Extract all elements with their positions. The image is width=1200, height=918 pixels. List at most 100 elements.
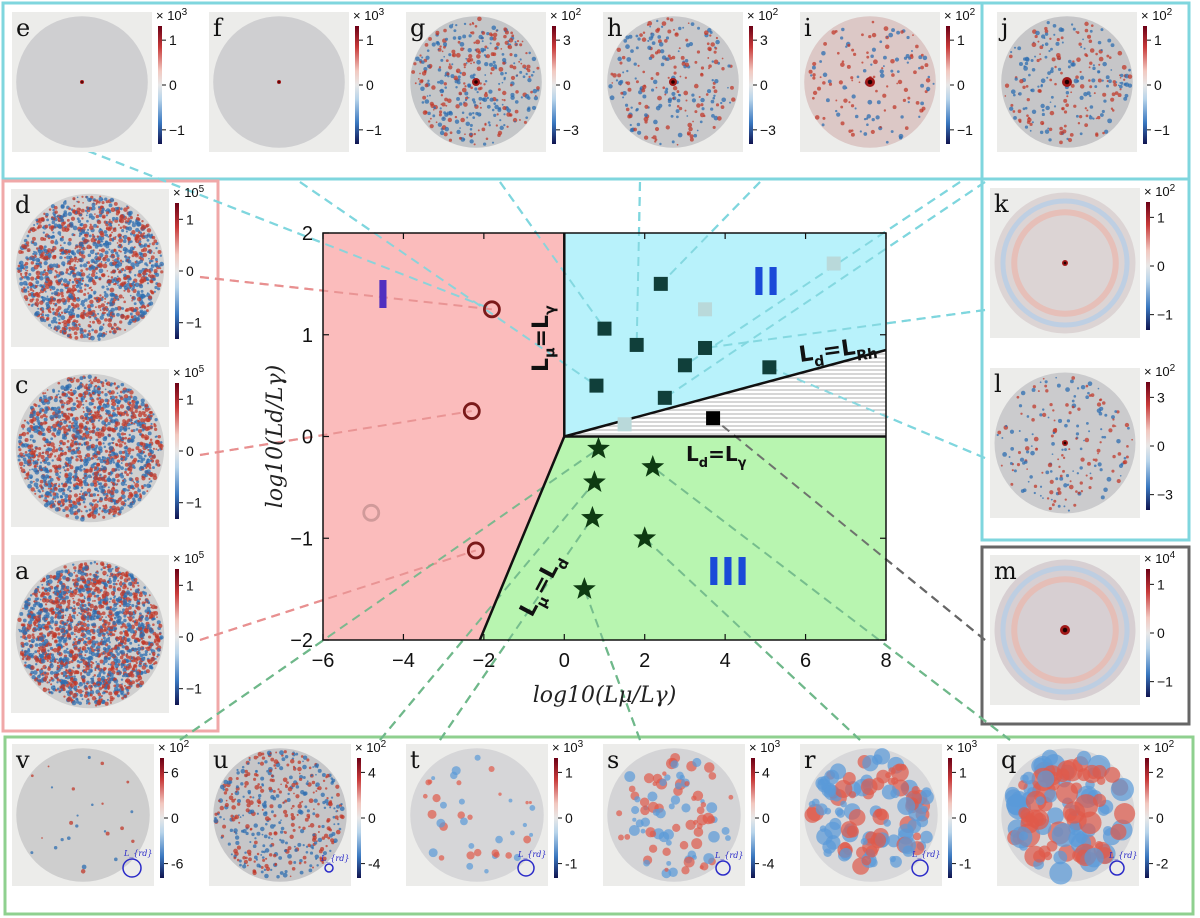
- noise-speck: [135, 253, 138, 256]
- noise-speck: [72, 475, 75, 479]
- noise-speck: [79, 464, 84, 469]
- noise-speck: [112, 261, 117, 266]
- noise-speck: [1083, 47, 1086, 50]
- noise-speck: [932, 82, 935, 85]
- noise-speck: [650, 32, 655, 37]
- noise-speck: [83, 666, 85, 668]
- noise-speck: [56, 325, 61, 330]
- noise-speck: [670, 114, 674, 118]
- noise-speck: [1127, 426, 1130, 430]
- noise-speck: [132, 395, 138, 401]
- noise-speck: [76, 448, 80, 452]
- noise-speck: [73, 637, 77, 641]
- noise-speck: [85, 261, 89, 264]
- noise-speck: [635, 80, 639, 84]
- noise-speck: [97, 206, 101, 209]
- noise-speck: [1030, 450, 1035, 456]
- noise-speck: [146, 244, 150, 248]
- noise-speck: [1080, 46, 1083, 49]
- noise-speck: [104, 234, 106, 236]
- noise-speck: [514, 100, 519, 104]
- noise-speck: [478, 96, 483, 101]
- noise-speck: [56, 215, 60, 218]
- noise-speck: [808, 69, 813, 74]
- noise-speck: [67, 569, 70, 572]
- noise-speck: [1020, 412, 1023, 415]
- noise-speck: [124, 411, 127, 414]
- noise-speck: [52, 498, 54, 501]
- noise-speck: [1085, 474, 1088, 477]
- noise-speck: [18, 435, 23, 440]
- noise-speck: [86, 407, 92, 413]
- noise-speck: [38, 464, 42, 468]
- colorbar-scale: × 102: [550, 7, 582, 23]
- noise-speck: [21, 443, 25, 448]
- scale-base: × 10: [747, 8, 773, 23]
- noise-speck: [1103, 435, 1107, 439]
- noise-speck: [102, 570, 107, 576]
- noise-speck: [53, 484, 57, 487]
- noise-speck: [638, 101, 642, 105]
- colorbar-tick-label: −1: [1157, 307, 1173, 323]
- noise-speck: [51, 307, 55, 311]
- noise-speck: [697, 26, 701, 30]
- noise-speck: [528, 51, 531, 55]
- noise-speck: [436, 42, 441, 46]
- noise-speck: [50, 488, 55, 493]
- noise-speck: [105, 200, 109, 204]
- noise-speck: [1068, 59, 1072, 64]
- noise-speck: [1010, 89, 1016, 95]
- noise-speck: [1009, 462, 1013, 465]
- noise-speck: [642, 84, 647, 90]
- noise-speck: [443, 55, 446, 58]
- noise-speck: [656, 19, 659, 23]
- noise-speck: [692, 120, 694, 123]
- noise-speck: [677, 50, 680, 53]
- noise-speck: [76, 271, 81, 276]
- noise-speck: [906, 35, 910, 40]
- noise-speck: [109, 233, 112, 236]
- noise-speck: [149, 443, 152, 446]
- noise-speck: [476, 59, 481, 65]
- noise-speck: [77, 229, 81, 232]
- noise-speck: [1041, 122, 1044, 125]
- noise-speck: [452, 36, 457, 40]
- noise-speck: [134, 476, 139, 481]
- noise-speck: [488, 124, 491, 127]
- noise-speck: [625, 35, 630, 40]
- noise-speck: [149, 279, 153, 283]
- noise-speck: [39, 415, 44, 419]
- noise-speck: [1079, 95, 1084, 100]
- noise-speck: [76, 196, 79, 199]
- noise-speck: [50, 229, 54, 232]
- noise-speck: [126, 206, 130, 210]
- noise-speck: [80, 495, 85, 500]
- noise-speck: [74, 434, 78, 438]
- noise-speck: [68, 464, 71, 467]
- noise-speck: [107, 471, 111, 476]
- colorbar-tick-label: 1: [186, 211, 194, 227]
- noise-speck: [502, 57, 507, 63]
- noise-speck: [1108, 79, 1112, 84]
- noise-speck: [1042, 497, 1044, 499]
- noise-speck: [870, 129, 875, 134]
- noise-speck: [39, 284, 43, 288]
- noise-speck: [684, 58, 689, 63]
- noise-speck: [1070, 23, 1074, 26]
- noise-speck: [437, 68, 442, 72]
- central-core: [671, 80, 675, 84]
- noise-speck: [468, 34, 472, 38]
- noise-speck: [1085, 114, 1089, 118]
- noise-speck: [124, 288, 127, 291]
- noise-speck: [104, 418, 109, 423]
- noise-speck: [525, 72, 528, 76]
- noise-speck: [147, 431, 152, 436]
- colorbar-scale: × 102: [747, 7, 779, 23]
- noise-speck: [822, 81, 826, 85]
- noise-speck: [49, 288, 52, 291]
- noise-speck: [74, 387, 77, 390]
- noise-speck: [1057, 418, 1063, 424]
- noise-speck: [101, 201, 105, 205]
